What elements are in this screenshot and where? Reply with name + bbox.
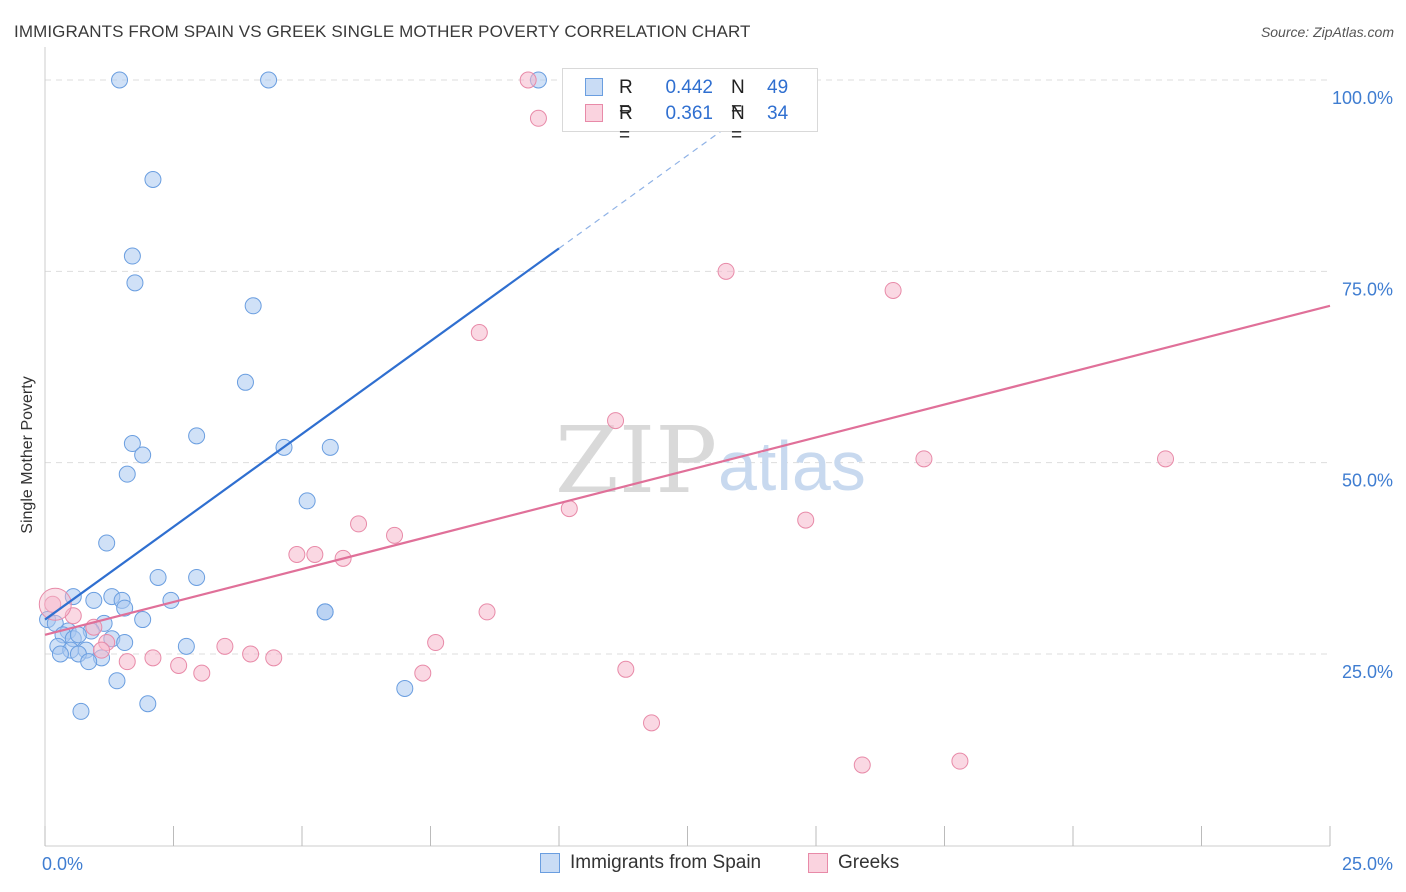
data-point-spain	[123, 247, 141, 265]
data-point-spain	[85, 591, 103, 609]
y-tick-label: 75.0%	[1342, 279, 1393, 299]
data-point-greeks	[717, 262, 735, 280]
data-point-spain	[108, 672, 126, 690]
legend-r-label: R =	[619, 77, 633, 120]
data-point-spain	[116, 634, 134, 652]
data-point-spain	[188, 568, 206, 586]
legend-swatch-greeks	[585, 104, 603, 122]
data-point-greeks	[216, 637, 234, 655]
legend-swatch-greeks	[808, 853, 828, 873]
data-point-spain	[396, 679, 414, 697]
data-point-spain	[134, 446, 152, 464]
watermark-atlas: atlas	[718, 427, 866, 505]
data-point-greeks	[288, 546, 306, 564]
legend-n-value: 34	[767, 103, 789, 124]
data-point-greeks	[427, 634, 445, 652]
data-point-spain	[177, 637, 195, 655]
trend-line-spain	[44, 247, 560, 621]
data-point-spain	[123, 435, 141, 453]
trend-line-spain-extension	[558, 117, 740, 249]
data-point-spain	[134, 611, 152, 629]
legend-label-greeks: Greeks	[838, 852, 900, 873]
y-tick-label: 50.0%	[1342, 471, 1393, 491]
data-point-greeks	[470, 324, 488, 342]
series-immigrants-from-spain	[39, 71, 547, 720]
data-point-greeks	[643, 714, 661, 732]
data-point-spain	[188, 427, 206, 445]
trend-lines	[44, 117, 1331, 636]
data-point-greeks	[386, 526, 404, 544]
data-point-greeks	[853, 756, 871, 774]
data-point-spain	[126, 274, 144, 292]
data-point-spain	[236, 373, 254, 391]
data-point-spain	[149, 568, 167, 586]
data-point-greeks	[118, 653, 136, 671]
data-point-spain	[111, 71, 129, 89]
chart-title: IMMIGRANTS FROM SPAIN VS GREEK SINGLE MO…	[14, 22, 751, 41]
data-point-spain	[244, 297, 262, 315]
legend-n-value: 49	[767, 77, 789, 98]
data-point-greeks	[93, 641, 111, 659]
data-point-greeks	[1157, 450, 1175, 468]
data-point-spain	[51, 645, 69, 663]
legend-n-label: N =	[731, 77, 745, 120]
legend-r-value: 0.442	[665, 77, 713, 98]
data-point-greeks	[38, 587, 72, 621]
data-point-greeks	[884, 281, 902, 299]
data-point-spain	[72, 702, 90, 720]
data-point-greeks	[915, 450, 933, 468]
x-tick-label: 0.0%	[42, 854, 83, 874]
data-point-spain	[316, 603, 334, 621]
data-point-spain	[139, 695, 157, 713]
grid-lines	[45, 79, 1330, 655]
legend-r-label: R =	[619, 103, 633, 146]
data-point-spain	[321, 438, 339, 456]
y-tick-label: 100.0%	[1332, 88, 1393, 108]
data-point-greeks	[607, 412, 625, 430]
data-point-greeks	[350, 515, 368, 533]
legend-swatch-spain	[540, 853, 560, 873]
data-point-greeks	[193, 664, 211, 682]
data-point-spain	[144, 170, 162, 188]
data-point-greeks	[144, 649, 162, 667]
data-point-spain	[298, 492, 316, 510]
data-point-spain	[116, 599, 134, 617]
data-point-greeks	[265, 649, 283, 667]
data-point-spain	[118, 465, 136, 483]
data-point-spain	[80, 653, 98, 671]
source-label: Source: ZipAtlas.com	[1260, 24, 1394, 40]
data-point-greeks	[529, 109, 547, 127]
correlation-legend: R = 0.442 N = 49 R = 0.361 N = 34	[562, 68, 818, 146]
data-point-greeks	[519, 71, 537, 89]
legend-swatch-spain	[585, 78, 603, 96]
axes	[44, 47, 1331, 847]
y-tick-label: 25.0%	[1342, 662, 1393, 682]
data-point-greeks	[414, 664, 432, 682]
tick-labels: 25.0% 50.0% 75.0% 100.0% 0.0% 25.0%	[42, 88, 1393, 874]
legend-label-spain: Immigrants from Spain	[570, 852, 762, 873]
data-point-greeks	[44, 595, 62, 613]
data-point-spain	[260, 71, 278, 89]
watermark-zip: ZIP	[555, 407, 717, 514]
legend-r-value: 0.361	[665, 103, 713, 124]
data-point-greeks	[170, 656, 188, 674]
data-point-greeks	[617, 660, 635, 678]
x-tick-label: 25.0%	[1342, 854, 1393, 874]
legend-n-label: N =	[731, 103, 745, 146]
data-point-greeks	[478, 603, 496, 621]
data-point-spain	[98, 534, 116, 552]
data-point-greeks	[797, 511, 815, 529]
series-greeks	[38, 71, 1175, 774]
data-point-spain	[69, 626, 87, 644]
trend-line-greeks	[44, 304, 1331, 636]
data-point-greeks	[242, 645, 260, 663]
data-point-spain	[64, 588, 82, 606]
data-point-greeks	[951, 752, 969, 770]
data-point-greeks	[306, 546, 324, 564]
